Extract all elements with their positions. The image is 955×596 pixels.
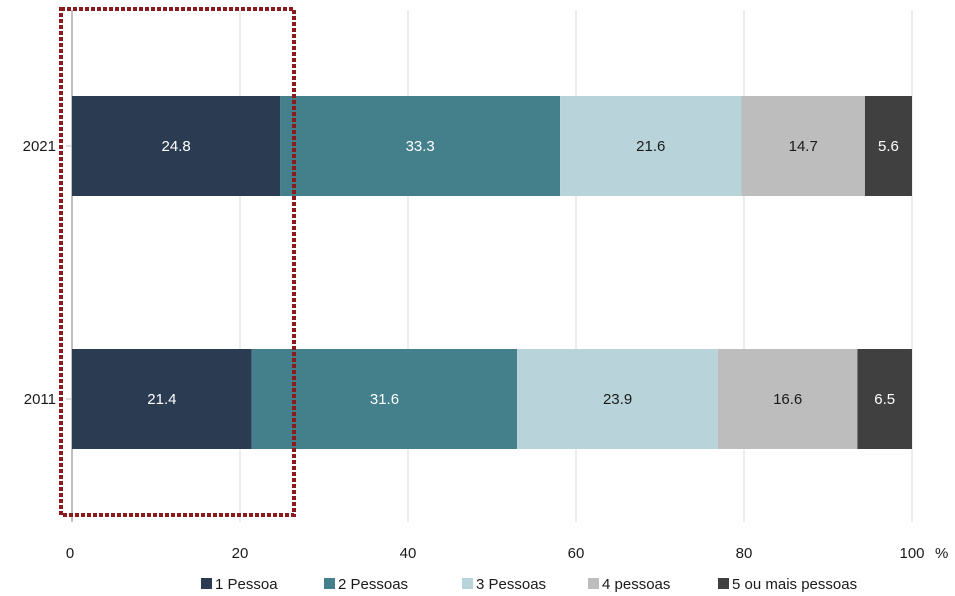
legend-label: 5 ou mais pessoas — [732, 576, 857, 593]
legend-label: 2 Pessoas — [338, 576, 408, 593]
bar-value-label: 16.6 — [773, 391, 802, 408]
bar-segment — [864, 96, 912, 196]
x-tick-label: 20 — [232, 545, 249, 562]
bar-value-label: 6.5 — [874, 391, 895, 408]
legend-label: 1 Pessoa — [215, 576, 278, 593]
bar-segment — [72, 96, 281, 196]
highlight-box — [59, 7, 296, 517]
bar-value-label: 5.6 — [878, 138, 899, 155]
bar-segment — [72, 349, 252, 449]
legend-item: 2 Pessoas — [324, 576, 408, 593]
bar-value-label: 21.6 — [636, 138, 665, 155]
legend-item: 1 Pessoa — [201, 576, 278, 593]
x-tick-label: 60 — [568, 545, 585, 562]
legend: 1 Pessoa 2 Pessoas 3 Pessoas 4 pessoas 5 ou … — [201, 576, 857, 593]
category-label: 2021 — [23, 138, 56, 155]
legend-swatch — [718, 578, 729, 589]
bars-group: 24.8 33.3 21.6 14.7 5.6 21.4 31.6 23.9 16.6 6.5 — [72, 96, 912, 449]
legend-swatch — [462, 578, 473, 589]
legend-swatch — [588, 578, 599, 589]
x-tick-label: 40 — [400, 545, 417, 562]
bar-segment — [280, 96, 561, 196]
bar-value-label: 24.8 — [162, 138, 191, 155]
x-unit-label: % — [935, 545, 948, 562]
bar-value-label: 21.4 — [147, 391, 176, 408]
bar-segment — [717, 349, 858, 449]
bar-value-label: 23.9 — [603, 391, 632, 408]
legend-item: 5 ou mais pessoas — [718, 576, 857, 593]
legend-label: 3 Pessoas — [476, 576, 546, 593]
legend-swatch — [201, 578, 212, 589]
category-label: 2011 — [24, 391, 56, 408]
bar-value-label: 31.6 — [370, 391, 399, 408]
bar-value-label: 33.3 — [406, 138, 435, 155]
legend-item: 3 Pessoas — [462, 576, 546, 593]
x-tick-labels: 0 20 40 60 80 100 — [66, 545, 925, 562]
x-tick-label: 0 — [66, 545, 74, 562]
legend-item: 4 pessoas — [588, 576, 670, 593]
category-labels: 2021 2011 — [23, 138, 72, 408]
x-tick-label: 100 — [899, 545, 924, 562]
bar-segment — [857, 349, 912, 449]
bar-segment — [517, 349, 718, 449]
bar-segment — [560, 96, 742, 196]
legend-label: 4 pessoas — [602, 576, 670, 593]
bar-value-label: 14.7 — [789, 138, 818, 155]
legend-swatch — [324, 578, 335, 589]
bar-segment — [741, 96, 865, 196]
x-tick-label: 80 — [736, 545, 753, 562]
